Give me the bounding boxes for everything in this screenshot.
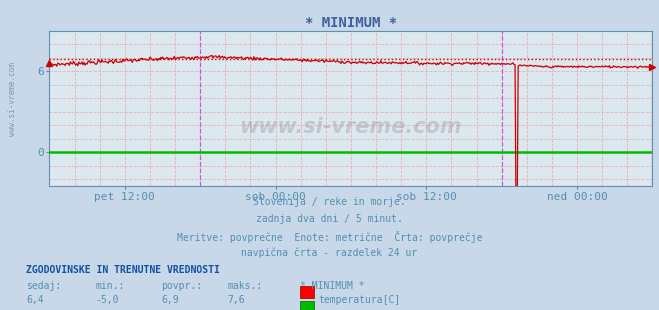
Text: Meritve: povprečne  Enote: metrične  Črta: povprečje: Meritve: povprečne Enote: metrične Črta:… <box>177 231 482 243</box>
Text: www.si-vreme.com: www.si-vreme.com <box>240 117 462 137</box>
Text: 6,4: 6,4 <box>26 295 44 305</box>
Title: * MINIMUM *: * MINIMUM * <box>305 16 397 30</box>
Text: -5,0: -5,0 <box>96 295 119 305</box>
Text: 6,9: 6,9 <box>161 295 179 305</box>
Text: navpična črta - razdelek 24 ur: navpična črta - razdelek 24 ur <box>241 248 418 259</box>
Text: sedaj:: sedaj: <box>26 281 61 290</box>
Text: Slovenija / reke in morje.: Slovenija / reke in morje. <box>253 197 406 207</box>
Text: zadnja dva dni / 5 minut.: zadnja dva dni / 5 minut. <box>256 214 403 224</box>
Text: 7,6: 7,6 <box>227 295 245 305</box>
Text: maks.:: maks.: <box>227 281 262 290</box>
Text: povpr.:: povpr.: <box>161 281 202 290</box>
Text: temperatura[C]: temperatura[C] <box>318 295 401 305</box>
Text: min.:: min.: <box>96 281 125 290</box>
Text: www.si-vreme.com: www.si-vreme.com <box>8 62 17 136</box>
Text: ZGODOVINSKE IN TRENUTNE VREDNOSTI: ZGODOVINSKE IN TRENUTNE VREDNOSTI <box>26 265 220 275</box>
Text: * MINIMUM *: * MINIMUM * <box>300 281 364 290</box>
